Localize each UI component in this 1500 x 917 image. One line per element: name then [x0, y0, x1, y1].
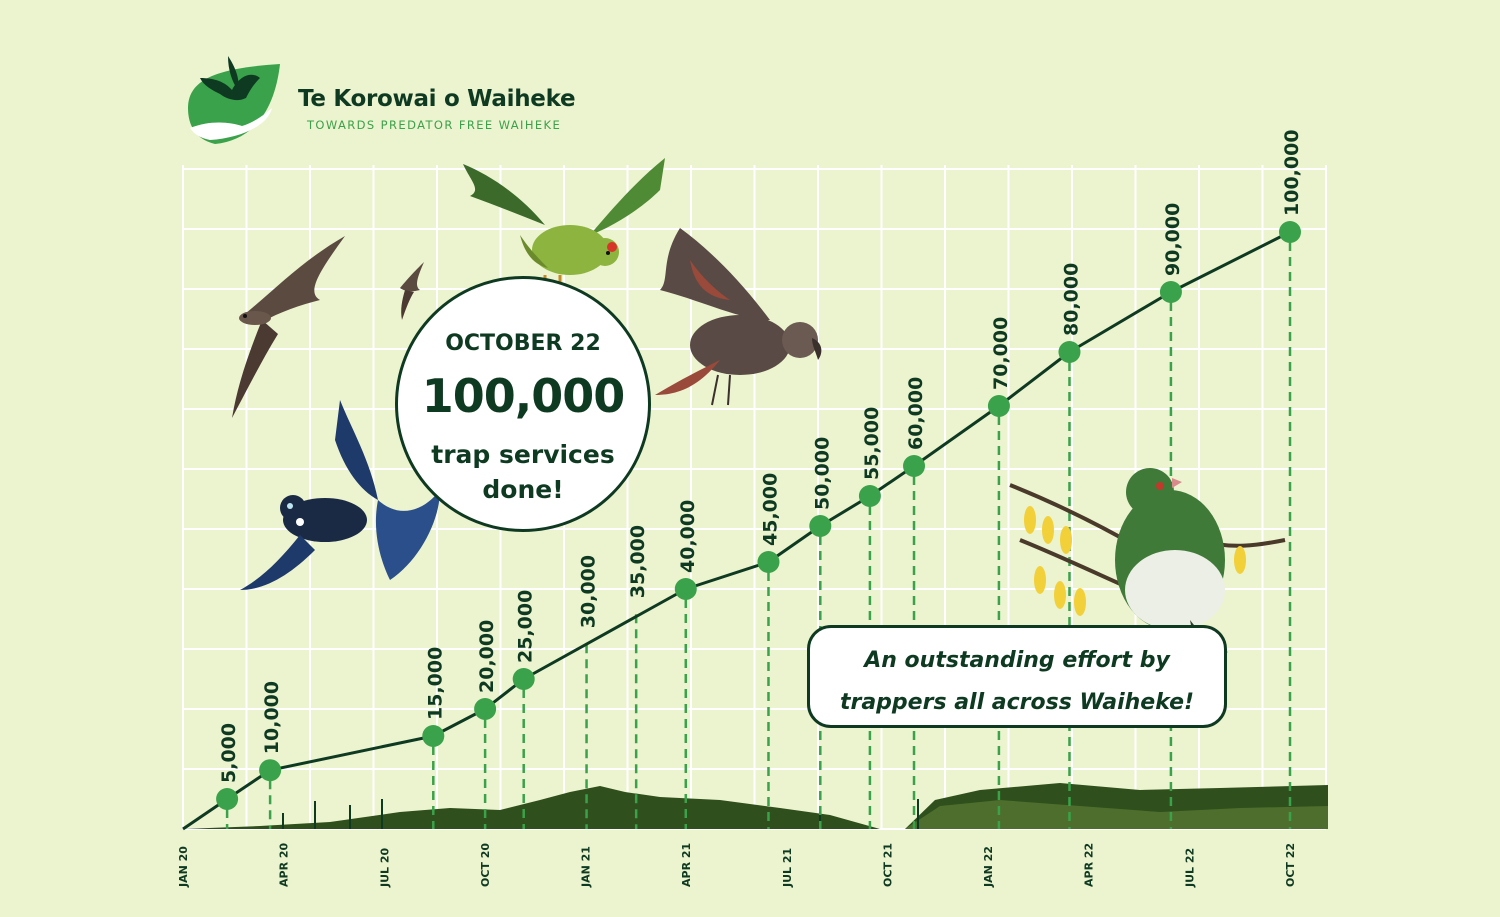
milestone-label: 40,000: [677, 500, 699, 573]
x-tick-label: APR 22: [1083, 843, 1096, 887]
x-tick-label: APR 20: [278, 842, 291, 887]
x-tick-label: JUL 22: [1183, 848, 1196, 888]
brand-name: Te Korowai o Waiheke: [298, 86, 576, 112]
milestone-marker: [474, 698, 497, 720]
milestone-label: 45,000: [759, 473, 781, 546]
hill-left: [183, 786, 880, 829]
x-tick-label: OCT 20: [479, 843, 492, 887]
milestone-marker: [809, 515, 832, 537]
milestone-label: 100,000: [1281, 129, 1303, 216]
milestone-label: 55,000: [861, 407, 883, 480]
tui-illustration: [240, 400, 440, 590]
effort-note-text: An outstanding effort by trappers all ac…: [839, 648, 1195, 715]
logo-mark: [188, 56, 280, 144]
milestone-marker: [1279, 221, 1301, 243]
milestone-marker: [903, 455, 926, 477]
callout-date: OCTOBER 22: [445, 331, 601, 356]
milestone-marker: [987, 395, 1010, 417]
milestone-marker: [216, 788, 239, 810]
milestone-marker: [1159, 281, 1182, 303]
x-tick-label: APR 21: [680, 843, 693, 887]
milestone-label: 35,000: [627, 525, 649, 598]
petrel-illustration: [232, 236, 345, 418]
milestone-label: 25,000: [515, 590, 537, 663]
kereru-illustration: [1009, 468, 1286, 655]
milestone-label: 70,000: [990, 317, 1012, 390]
x-tick-label: JUL 20: [378, 847, 391, 888]
x-tick-label: OCT 21: [881, 843, 894, 887]
milestone-marker: [1058, 341, 1081, 363]
callout-count: 100,000: [421, 369, 626, 423]
milestone-label: 90,000: [1162, 203, 1184, 276]
x-tick-label: JAN 21: [580, 846, 593, 888]
milestone-label: 10,000: [261, 681, 283, 754]
milestone-label: 20,000: [476, 620, 498, 693]
milestone-label: 30,000: [578, 555, 600, 628]
milestone-label: 15,000: [424, 647, 446, 720]
milestone-marker: [757, 551, 780, 573]
milestone-labels: 5,000 10,000 15,000 20,000 25,000 30,000 35,00…: [218, 129, 1303, 783]
milestone-markers: [216, 221, 1301, 810]
milestone-marker: [512, 668, 535, 690]
milestone-label: 60,000: [905, 377, 927, 450]
x-tick-label: JAN 20: [177, 846, 190, 888]
milestone-marker: [259, 759, 282, 782]
landscape-hills: [183, 783, 1328, 829]
kaka-illustration: [655, 228, 822, 406]
milestone-marker: [858, 485, 881, 507]
milestone-label: 50,000: [811, 437, 833, 510]
x-tick-label: JUL 21: [781, 848, 794, 888]
milestone-label: 5,000: [218, 723, 240, 783]
x-tick-label: JAN 22: [982, 846, 995, 888]
callout-text: trap services done!: [431, 440, 615, 504]
brand-logo: [180, 48, 580, 148]
milestone-callout: OCTOBER 22 100,000 trap services done!: [395, 276, 651, 532]
brand-tagline: TOWARDS PREDATOR FREE WAIHEKE: [307, 118, 562, 132]
hill-right-front: [905, 800, 1328, 829]
small-bird-illustration: [400, 262, 424, 320]
milestone-marker: [422, 725, 445, 747]
milestone-label: 80,000: [1060, 263, 1082, 336]
milestone-marker: [674, 578, 697, 600]
effort-note: An outstanding effort by trappers all ac…: [807, 625, 1227, 728]
x-axis-ticks: JAN 20 APR 20 JUL 20 OCT 20 JAN 21 APR 21 JUL …: [177, 842, 1297, 888]
x-tick-label: OCT 22: [1284, 843, 1297, 887]
